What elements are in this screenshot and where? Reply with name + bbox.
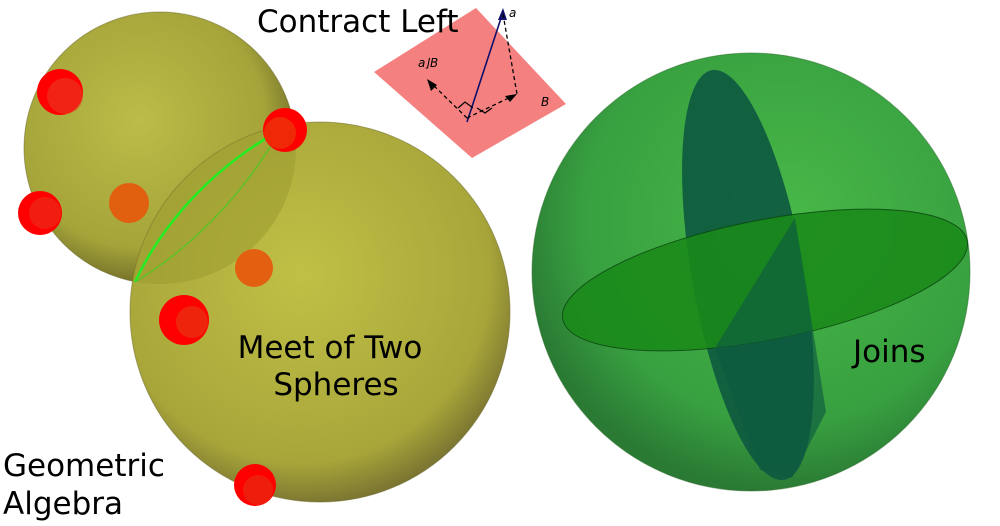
- joins-caption: Joins: [851, 334, 926, 370]
- plane-b-label: B: [541, 95, 549, 109]
- point-marker: [109, 183, 149, 223]
- contraction-arrowhead: [427, 79, 437, 91]
- contraction-label: a⌋B: [418, 56, 438, 70]
- point-marker: [264, 117, 296, 149]
- meet-circle-front: [133, 128, 281, 283]
- plane-B: [374, 8, 566, 158]
- point-marker: [18, 191, 62, 235]
- right-angle-mark: [457, 101, 474, 109]
- point-marker: [235, 249, 273, 287]
- vertical-disk-front-wedge: [715, 218, 826, 478]
- meet-circle-back: [134, 129, 281, 283]
- joins-figure: [531, 52, 971, 492]
- point-marker: [243, 475, 273, 505]
- contraction-dashes: [429, 81, 468, 119]
- meet-caption-line1: Meet of Two: [238, 330, 423, 366]
- vector-a-arrowhead: [498, 8, 507, 20]
- point-marker: [176, 306, 208, 338]
- point-marker: [47, 78, 83, 114]
- projection-dashes: [466, 93, 518, 119]
- right-angle-mark: [476, 107, 493, 114]
- sphere-overlap: [130, 122, 296, 284]
- contract-left-inset: a B a⌋B: [374, 6, 566, 158]
- meet-caption-line2: Spheres: [273, 367, 398, 403]
- vector-a-arrow: [466, 11, 504, 123]
- point-marker: [29, 197, 61, 229]
- contract-left-title: Contract Left: [257, 4, 459, 40]
- meet-of-two-spheres-figure: [18, 11, 511, 506]
- vector-a-label: a: [509, 6, 516, 20]
- geometric-algebra-line2: Algebra: [3, 486, 123, 522]
- geometric-algebra-line1: Geometric: [3, 448, 165, 484]
- projection-arrowhead: [505, 94, 517, 102]
